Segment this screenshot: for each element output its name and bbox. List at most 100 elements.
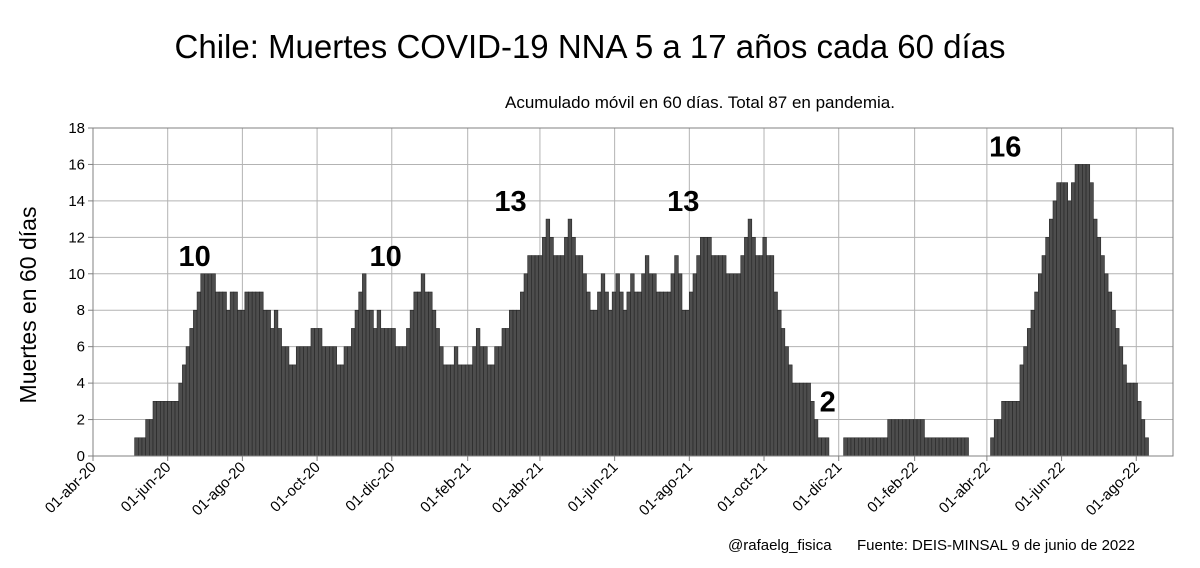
bar [340, 364, 345, 457]
peak-label: 10 [178, 241, 210, 273]
bar [490, 364, 495, 457]
bar [542, 237, 547, 457]
bar [1104, 273, 1109, 457]
bar [387, 328, 393, 457]
bar [329, 346, 334, 457]
bar [916, 419, 922, 457]
bar [1015, 401, 1021, 457]
bar [718, 255, 723, 457]
bar [343, 346, 348, 457]
bar [1060, 182, 1065, 457]
bar [1008, 401, 1013, 457]
x-tick-label: 01-oct-21 [714, 459, 771, 516]
bar [769, 255, 775, 457]
bar [262, 309, 268, 457]
bar [174, 401, 180, 457]
bar [1107, 291, 1113, 457]
bar [880, 437, 885, 457]
bar [486, 364, 492, 457]
bar [637, 291, 642, 457]
bar [655, 291, 661, 457]
bar [791, 382, 797, 457]
bar [505, 328, 510, 457]
x-tick-label: 01-ago-20 [189, 459, 249, 519]
bar [997, 419, 1002, 457]
bar [611, 291, 617, 457]
bar [703, 237, 708, 457]
bar [409, 309, 415, 457]
bar [512, 309, 517, 457]
bar [909, 419, 914, 457]
bar [674, 255, 679, 457]
bar [358, 291, 363, 457]
bar [905, 419, 911, 457]
bar [1118, 346, 1124, 457]
bar [237, 309, 242, 457]
bar [428, 291, 433, 457]
bar [1133, 382, 1138, 457]
bar [935, 437, 940, 457]
bar [960, 437, 966, 457]
y-tick-label: 16 [68, 156, 85, 173]
bar [762, 237, 767, 457]
bar [1122, 364, 1127, 457]
bar [938, 437, 944, 457]
bar [1071, 182, 1076, 457]
bar [872, 437, 877, 457]
bar [1093, 218, 1098, 457]
bar [1096, 237, 1102, 457]
bar [145, 419, 150, 457]
bar [1045, 237, 1050, 457]
bar [920, 419, 925, 457]
bar [1074, 164, 1080, 457]
bar [784, 346, 789, 457]
bar [644, 255, 650, 457]
bar [1129, 382, 1135, 457]
bar [475, 328, 481, 457]
bar [196, 291, 202, 457]
bar [663, 291, 668, 457]
bar [431, 309, 437, 457]
bar [788, 364, 793, 457]
bar [810, 401, 815, 457]
x-tick-label: 01-jun-21 [565, 459, 622, 516]
bar [993, 419, 999, 457]
x-tick-label: 01-jun-22 [1012, 459, 1069, 516]
bar [953, 437, 958, 457]
bar [292, 364, 297, 457]
bar [957, 437, 962, 457]
bar [461, 364, 466, 457]
bar [633, 291, 639, 457]
bar [134, 437, 139, 457]
bar [1078, 164, 1083, 457]
bar [964, 437, 969, 457]
bar [398, 346, 404, 457]
bar [369, 309, 374, 457]
bar [395, 346, 400, 457]
bar [1012, 401, 1017, 457]
bar [325, 346, 330, 457]
x-tick-label: 01-abr-21 [489, 459, 547, 517]
bar [182, 364, 187, 457]
bar [450, 364, 455, 457]
bar [509, 309, 514, 457]
bar [560, 255, 565, 457]
bar [1034, 291, 1039, 457]
bar [288, 364, 293, 457]
y-tick-label: 2 [77, 412, 85, 429]
bar [391, 328, 396, 457]
bar [600, 273, 606, 457]
y-tick-label: 0 [77, 448, 85, 465]
bar [990, 437, 995, 457]
bar [817, 437, 822, 457]
bar [799, 382, 804, 457]
chart-subtitle: Acumulado móvil en 60 días. Total 87 en … [505, 93, 895, 112]
bar [266, 309, 271, 457]
bar [299, 346, 304, 457]
x-tick-label: 01-feb-22 [864, 459, 921, 516]
y-tick-label: 14 [68, 193, 85, 210]
bar [406, 328, 411, 457]
peak-label: 13 [494, 186, 526, 218]
bar [259, 291, 264, 457]
